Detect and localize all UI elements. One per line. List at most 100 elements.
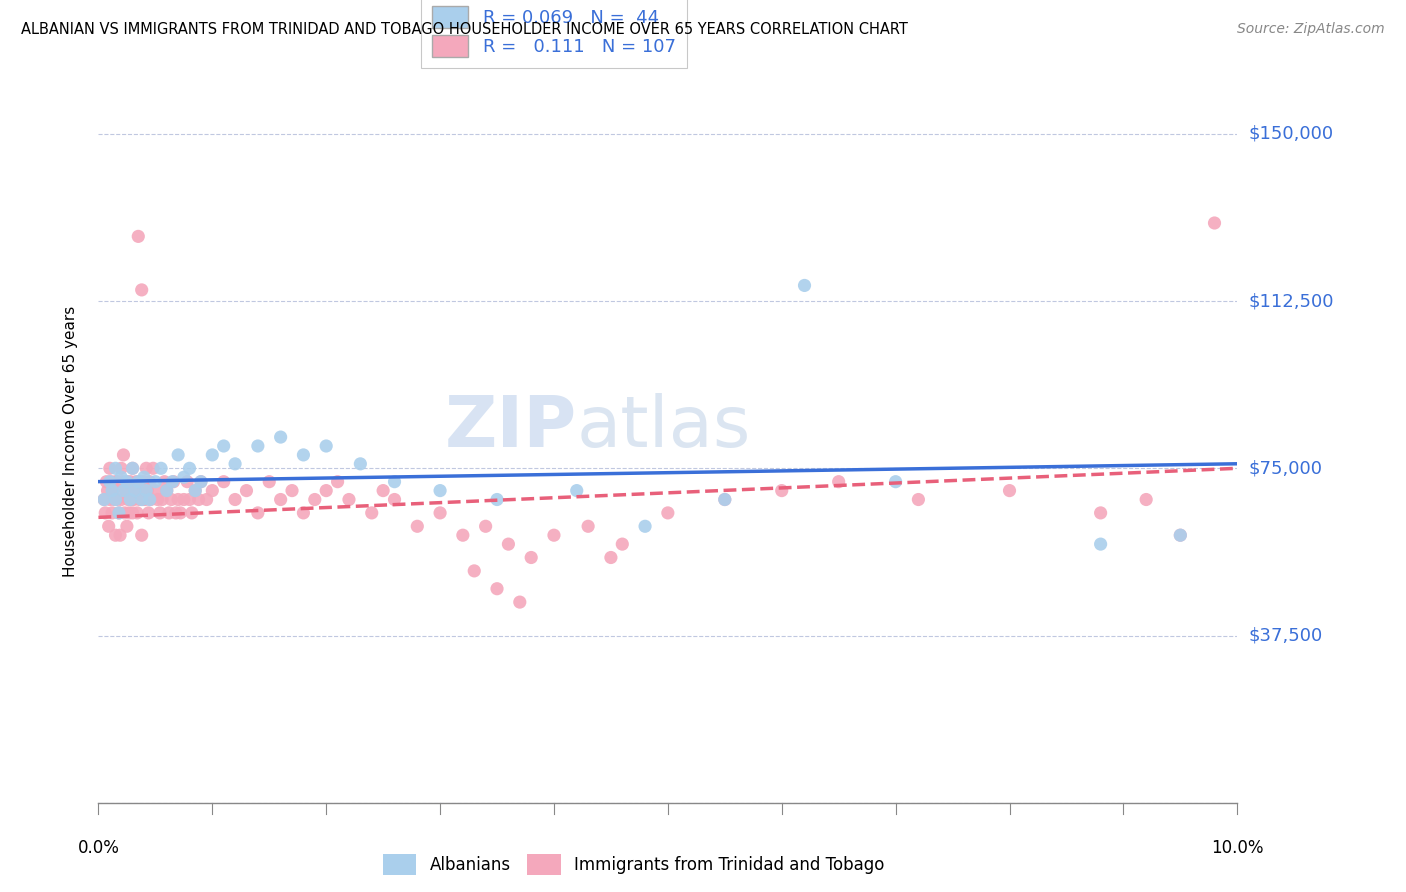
Point	[104, 461, 127, 475]
Point	[281, 483, 304, 498]
Point	[120, 492, 142, 507]
Point	[634, 519, 657, 533]
Point	[1090, 506, 1112, 520]
Point	[486, 492, 509, 507]
Point	[115, 519, 138, 533]
Point	[112, 483, 135, 498]
Point	[486, 582, 509, 596]
Point	[132, 470, 155, 484]
Text: $75,000: $75,000	[1249, 459, 1323, 477]
Point	[156, 483, 179, 498]
Point	[315, 483, 337, 498]
Point	[162, 475, 184, 489]
Point	[103, 483, 125, 498]
Point	[793, 278, 815, 293]
Point	[132, 475, 155, 489]
Point	[259, 475, 281, 489]
Point	[184, 483, 207, 498]
Point	[93, 492, 115, 507]
Point	[124, 483, 146, 498]
Point	[104, 475, 127, 489]
Point	[1204, 216, 1226, 230]
Point	[543, 528, 565, 542]
Point	[190, 475, 212, 489]
Point	[657, 506, 679, 520]
Point	[138, 475, 160, 489]
Point	[165, 506, 187, 520]
Point	[132, 492, 155, 507]
Point	[136, 483, 159, 498]
Point	[246, 439, 269, 453]
Point	[907, 492, 929, 507]
Point	[127, 229, 149, 244]
Point	[160, 492, 183, 507]
Point	[96, 475, 118, 489]
Point	[150, 492, 173, 507]
Point	[115, 475, 138, 489]
Point	[195, 492, 218, 507]
Point	[124, 483, 146, 498]
Point	[173, 492, 195, 507]
Point	[600, 550, 623, 565]
Point	[139, 492, 162, 507]
Point	[270, 430, 292, 444]
Point	[179, 461, 201, 475]
Point	[129, 475, 152, 489]
Point	[104, 492, 127, 507]
Point	[828, 475, 851, 489]
Point	[107, 475, 129, 489]
Point	[146, 492, 169, 507]
Text: ZIP: ZIP	[444, 392, 576, 461]
Point	[101, 506, 124, 520]
Point	[167, 448, 190, 462]
Point	[98, 475, 121, 489]
Point	[1170, 528, 1192, 542]
Point	[371, 483, 394, 498]
Point	[134, 492, 156, 507]
Point	[184, 483, 207, 498]
Legend: Albanians, Immigrants from Trinidad and Tobago: Albanians, Immigrants from Trinidad and …	[377, 847, 891, 881]
Point	[156, 483, 179, 498]
Point	[292, 448, 315, 462]
Text: ALBANIAN VS IMMIGRANTS FROM TRINIDAD AND TOBAGO HOUSEHOLDER INCOME OVER 65 YEARS: ALBANIAN VS IMMIGRANTS FROM TRINIDAD AND…	[21, 22, 908, 37]
Text: $37,500: $37,500	[1249, 626, 1323, 645]
Point	[509, 595, 531, 609]
Point	[315, 439, 337, 453]
Point	[114, 483, 136, 498]
Text: $150,000: $150,000	[1249, 125, 1333, 143]
Point	[1170, 528, 1192, 542]
Point	[103, 492, 125, 507]
Point	[520, 550, 543, 565]
Point	[224, 492, 246, 507]
Point	[98, 461, 121, 475]
Point	[121, 506, 143, 520]
Point	[135, 483, 157, 498]
Point	[100, 475, 122, 489]
Point	[162, 475, 184, 489]
Point	[714, 492, 737, 507]
Point	[128, 492, 150, 507]
Point	[94, 506, 117, 520]
Text: atlas: atlas	[576, 392, 751, 461]
Point	[224, 457, 246, 471]
Point	[1135, 492, 1157, 507]
Point	[131, 283, 153, 297]
Point	[104, 528, 127, 542]
Point	[235, 483, 257, 498]
Point	[138, 506, 160, 520]
Point	[576, 519, 599, 533]
Point	[127, 475, 149, 489]
Text: Source: ZipAtlas.com: Source: ZipAtlas.com	[1237, 22, 1385, 37]
Point	[115, 475, 138, 489]
Point	[120, 475, 142, 489]
Point	[108, 528, 131, 542]
Point	[384, 492, 406, 507]
Text: 10.0%: 10.0%	[1211, 838, 1264, 857]
Point	[406, 519, 429, 533]
Point	[98, 492, 121, 507]
Point	[125, 475, 148, 489]
Point	[201, 448, 224, 462]
Point	[145, 475, 167, 489]
Point	[121, 461, 143, 475]
Point	[498, 537, 520, 551]
